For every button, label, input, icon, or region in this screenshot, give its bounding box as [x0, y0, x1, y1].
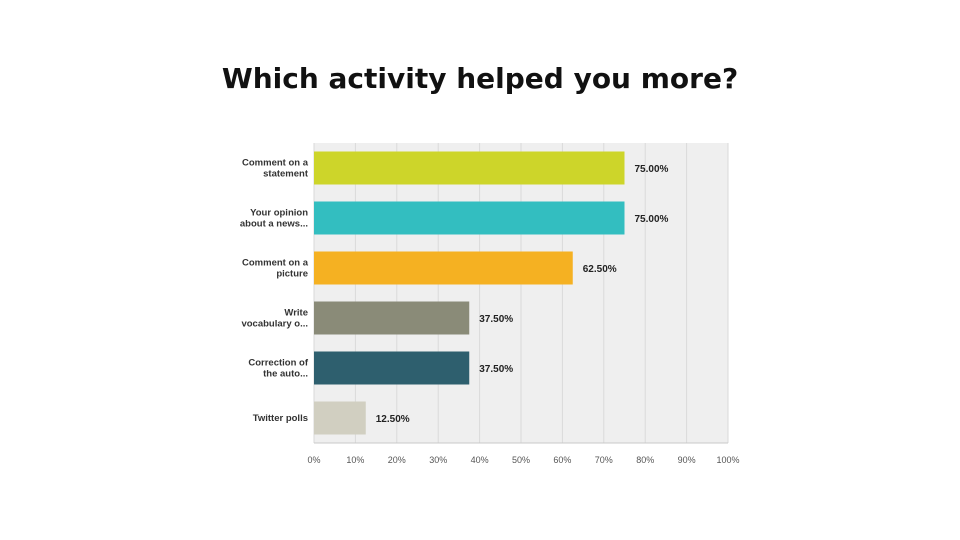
data-label: 75.00%: [635, 214, 669, 225]
data-label: 62.50%: [583, 264, 617, 275]
slide-title: Which activity helped you more?: [221, 62, 739, 95]
category-label: Write vocabulary o...: [241, 308, 308, 330]
gridlines: [313, 143, 729, 443]
category-label: Comment on a statement: [242, 158, 309, 180]
category-label: Your opinion about a news...: [240, 208, 308, 230]
x-tick-label: 100%: [716, 455, 739, 465]
bar: [314, 201, 625, 235]
bar: [314, 401, 366, 435]
x-tick-label: 50%: [512, 455, 530, 465]
data-label: 37.50%: [479, 314, 513, 325]
x-tick-label: 30%: [429, 455, 447, 465]
x-tick-label: 40%: [471, 455, 489, 465]
bar: [314, 251, 573, 285]
x-tick-label: 60%: [553, 455, 571, 465]
x-tick-labels: 0% 10% 20% 30% 40% 50% 60% 70% 80% 90% 100%: [307, 455, 739, 465]
data-label: 37.50%: [479, 364, 513, 375]
category-label: Twitter polls: [253, 413, 308, 424]
x-tick-label: 20%: [388, 455, 406, 465]
x-tick-label: 0%: [307, 455, 320, 465]
category-label: Correction of the auto...: [248, 358, 308, 380]
x-tick-label: 90%: [678, 455, 696, 465]
bars: [314, 151, 625, 435]
x-tick-label: 70%: [595, 455, 613, 465]
data-label: 12.50%: [376, 414, 410, 425]
bar: [314, 151, 625, 185]
category-labels: Comment on a statement Your opinion about a…: [240, 158, 309, 425]
data-label: 75.00%: [635, 164, 669, 175]
category-label: Comment on a picture: [242, 258, 309, 280]
x-tick-label: 10%: [346, 455, 364, 465]
bar: [314, 351, 470, 385]
x-tick-label: 80%: [636, 455, 654, 465]
bar: [314, 301, 470, 335]
value-labels: 75.00% 75.00% 62.50% 37.50% 37.50% 12.50%: [376, 164, 669, 425]
